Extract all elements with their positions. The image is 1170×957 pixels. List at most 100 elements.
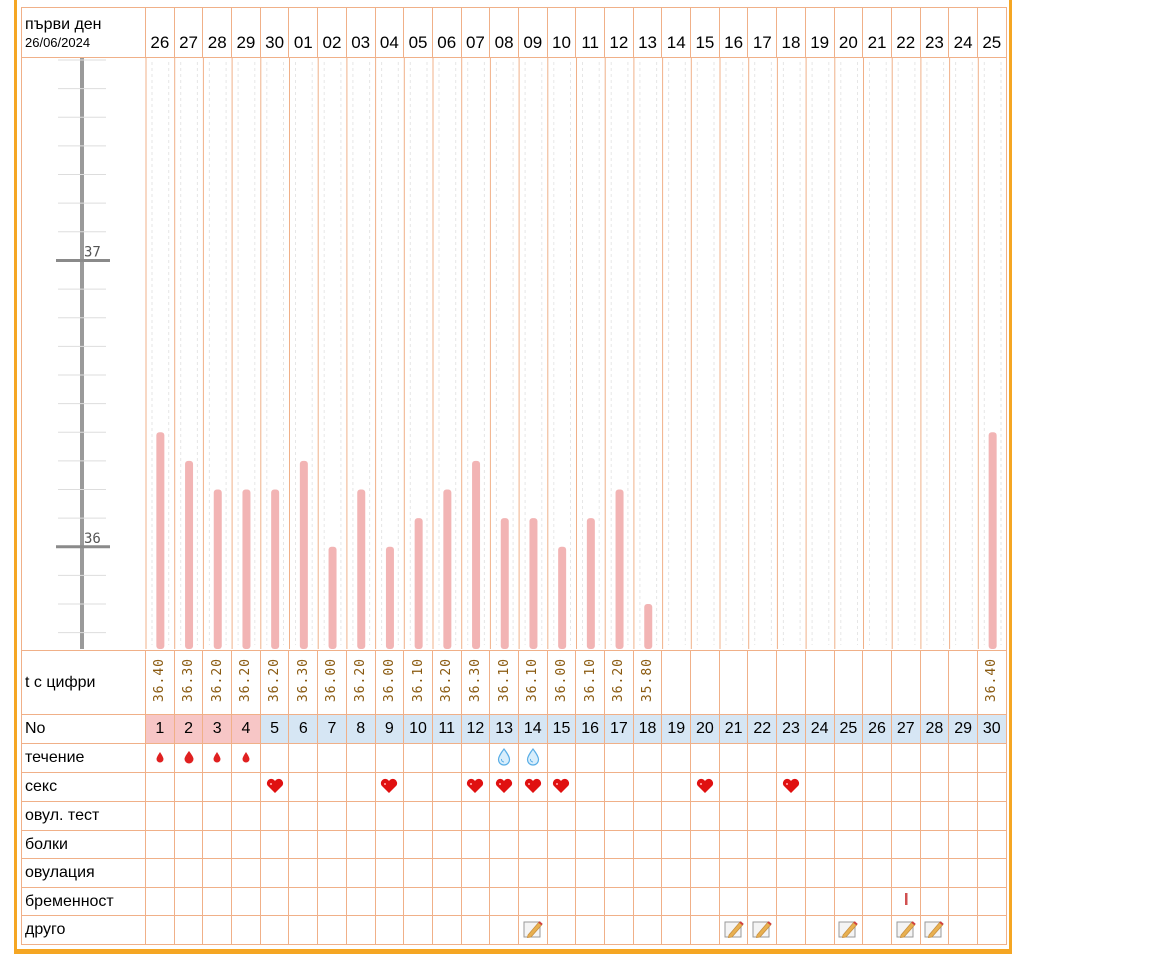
- other-cell[interactable]: [690, 915, 720, 945]
- pain-cell[interactable]: [288, 830, 319, 859]
- sex-cell[interactable]: [718, 772, 749, 802]
- other-cell[interactable]: [460, 915, 491, 945]
- pain-cell[interactable]: [718, 830, 749, 859]
- flow-cell[interactable]: [919, 743, 950, 773]
- sex-cell[interactable]: [690, 772, 720, 802]
- flow-cell[interactable]: [976, 743, 1007, 773]
- ovulation-cell[interactable]: [345, 858, 376, 888]
- sex-cell[interactable]: [948, 772, 978, 802]
- ovulation-cell[interactable]: [747, 858, 778, 888]
- other-cell[interactable]: [173, 915, 204, 945]
- sex-cell[interactable]: [632, 772, 663, 802]
- other-cell[interactable]: [317, 915, 347, 945]
- other-cell[interactable]: [259, 915, 290, 945]
- sex-cell[interactable]: [317, 772, 347, 802]
- ovul-test-cell[interactable]: [948, 801, 978, 831]
- flow-cell[interactable]: [259, 743, 290, 773]
- ovulation-cell[interactable]: [517, 858, 548, 888]
- ovulation-cell[interactable]: [173, 858, 204, 888]
- ovulation-cell[interactable]: [231, 858, 261, 888]
- sex-cell[interactable]: [661, 772, 692, 802]
- pain-cell[interactable]: [661, 830, 692, 859]
- other-cell[interactable]: [632, 915, 663, 945]
- other-cell[interactable]: [862, 915, 892, 945]
- sex-cell[interactable]: [231, 772, 261, 802]
- ovulation-cell[interactable]: [403, 858, 433, 888]
- ovulation-cell[interactable]: [489, 858, 519, 888]
- ovulation-cell[interactable]: [919, 858, 950, 888]
- ovul-test-cell[interactable]: [604, 801, 634, 831]
- pain-cell[interactable]: [632, 830, 663, 859]
- pain-cell[interactable]: [317, 830, 347, 859]
- flow-cell[interactable]: [288, 743, 319, 773]
- other-cell[interactable]: [517, 915, 548, 945]
- pregnancy-cell[interactable]: [976, 887, 1007, 916]
- flow-cell[interactable]: [489, 743, 519, 773]
- pregnancy-cell[interactable]: [460, 887, 491, 916]
- flow-cell[interactable]: [747, 743, 778, 773]
- ovulation-cell[interactable]: [976, 858, 1007, 888]
- ovulation-cell[interactable]: [317, 858, 347, 888]
- ovulation-cell[interactable]: [632, 858, 663, 888]
- ovul-test-cell[interactable]: [517, 801, 548, 831]
- pregnancy-cell[interactable]: [890, 887, 921, 916]
- pain-cell[interactable]: [890, 830, 921, 859]
- ovul-test-cell[interactable]: [804, 801, 835, 831]
- ovulation-cell[interactable]: [604, 858, 634, 888]
- pregnancy-cell[interactable]: [374, 887, 405, 916]
- sex-cell[interactable]: [976, 772, 1007, 802]
- other-cell[interactable]: [231, 915, 261, 945]
- sex-cell[interactable]: [202, 772, 233, 802]
- sex-cell[interactable]: [604, 772, 634, 802]
- other-cell[interactable]: [604, 915, 634, 945]
- pregnancy-cell[interactable]: [145, 887, 175, 916]
- pregnancy-cell[interactable]: [690, 887, 720, 916]
- ovulation-cell[interactable]: [145, 858, 175, 888]
- pain-cell[interactable]: [489, 830, 519, 859]
- other-cell[interactable]: [804, 915, 835, 945]
- ovul-test-cell[interactable]: [690, 801, 720, 831]
- ovul-test-cell[interactable]: [890, 801, 921, 831]
- ovul-test-cell[interactable]: [661, 801, 692, 831]
- pregnancy-cell[interactable]: [632, 887, 663, 916]
- pain-cell[interactable]: [862, 830, 892, 859]
- pain-cell[interactable]: [173, 830, 204, 859]
- other-cell[interactable]: [747, 915, 778, 945]
- pain-cell[interactable]: [374, 830, 405, 859]
- pregnancy-cell[interactable]: [862, 887, 892, 916]
- pain-cell[interactable]: [575, 830, 605, 859]
- ovul-test-cell[interactable]: [919, 801, 950, 831]
- flow-cell[interactable]: [604, 743, 634, 773]
- ovulation-cell[interactable]: [804, 858, 835, 888]
- ovulation-cell[interactable]: [374, 858, 405, 888]
- pregnancy-cell[interactable]: [231, 887, 261, 916]
- ovul-test-cell[interactable]: [317, 801, 347, 831]
- flow-cell[interactable]: [862, 743, 892, 773]
- other-cell[interactable]: [489, 915, 519, 945]
- other-cell[interactable]: [661, 915, 692, 945]
- pregnancy-cell[interactable]: [919, 887, 950, 916]
- flow-cell[interactable]: [374, 743, 405, 773]
- sex-cell[interactable]: [804, 772, 835, 802]
- sex-cell[interactable]: [489, 772, 519, 802]
- flow-cell[interactable]: [718, 743, 749, 773]
- other-cell[interactable]: [776, 915, 806, 945]
- ovul-test-cell[interactable]: [345, 801, 376, 831]
- pregnancy-cell[interactable]: [489, 887, 519, 916]
- ovulation-cell[interactable]: [890, 858, 921, 888]
- other-cell[interactable]: [718, 915, 749, 945]
- pregnancy-cell[interactable]: [776, 887, 806, 916]
- other-cell[interactable]: [890, 915, 921, 945]
- flow-cell[interactable]: [690, 743, 720, 773]
- ovulation-cell[interactable]: [288, 858, 319, 888]
- ovulation-cell[interactable]: [546, 858, 577, 888]
- ovul-test-cell[interactable]: [231, 801, 261, 831]
- ovul-test-cell[interactable]: [403, 801, 433, 831]
- sex-cell[interactable]: [403, 772, 433, 802]
- pregnancy-cell[interactable]: [661, 887, 692, 916]
- flow-cell[interactable]: [517, 743, 548, 773]
- ovul-test-cell[interactable]: [747, 801, 778, 831]
- pain-cell[interactable]: [690, 830, 720, 859]
- ovul-test-cell[interactable]: [202, 801, 233, 831]
- pregnancy-cell[interactable]: [604, 887, 634, 916]
